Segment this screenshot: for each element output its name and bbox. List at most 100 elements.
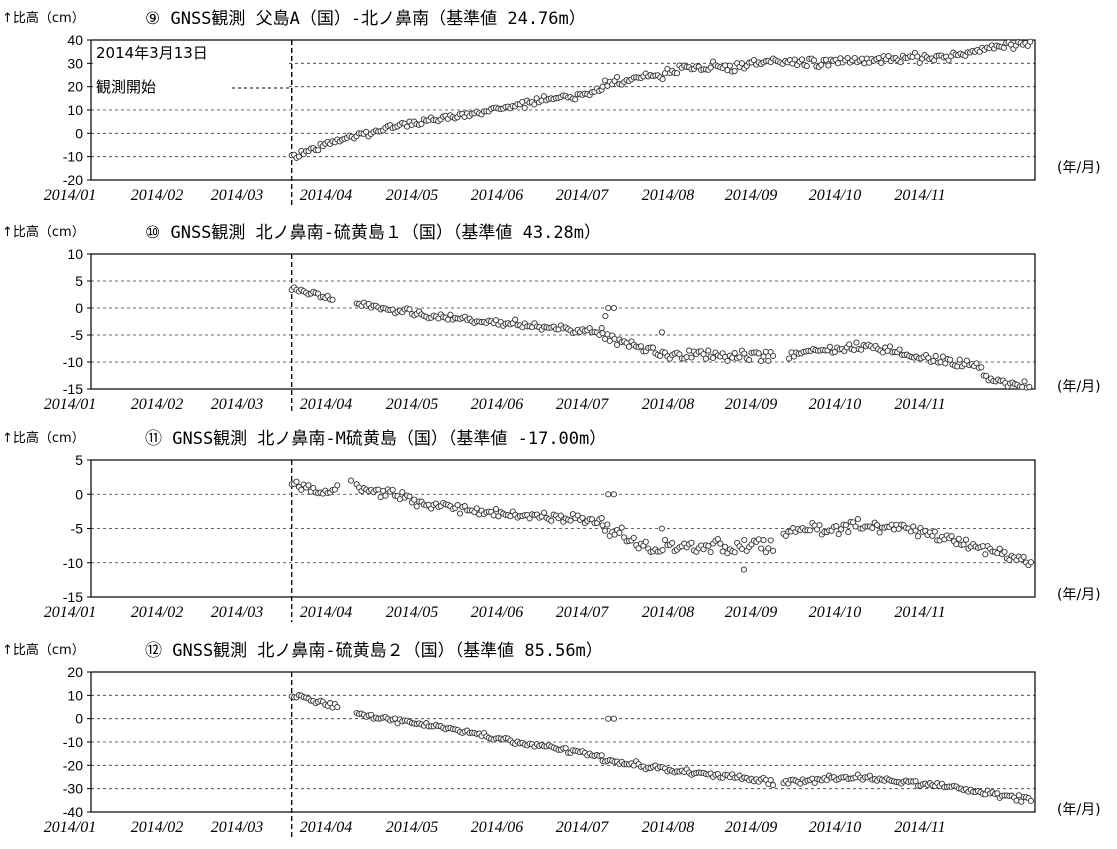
data-point	[334, 704, 341, 711]
data-point	[295, 153, 302, 160]
data-point	[531, 101, 538, 108]
data-point	[610, 715, 617, 722]
data-point	[413, 503, 420, 510]
data-point	[858, 346, 865, 353]
data-point	[854, 516, 861, 523]
y-tick-label: 5	[75, 452, 83, 468]
data-point	[1018, 798, 1025, 805]
data-point	[731, 67, 738, 75]
data-point	[669, 539, 676, 546]
x-tick-label: 2014/01	[44, 819, 96, 836]
data-point	[710, 354, 717, 362]
data-point	[850, 346, 858, 354]
x-tick-label: 2014/09	[725, 819, 777, 836]
chart-panel-3: ↑比高（cm） ⑪ GNSS観測 北ノ鼻南-M硫黄島（国）（基準値 -17.00m…	[2, 429, 1101, 622]
x-tick-label: 2014/06	[471, 396, 523, 413]
data-point	[315, 147, 322, 154]
y-tick-label: -5	[71, 521, 84, 537]
data-series	[288, 477, 1034, 573]
data-point	[932, 353, 939, 360]
data-point	[610, 304, 617, 312]
x-tick-label: 2014/02	[131, 604, 183, 621]
data-point	[816, 522, 823, 529]
y-tick-label: -15	[63, 381, 83, 397]
data-point	[962, 536, 970, 543]
chart-title: ⑫ GNSS観測 北ノ鼻南-硫黄島２（国）（基準値 85.56m）	[145, 641, 603, 661]
y-tick-label: -10	[63, 149, 83, 165]
data-point	[707, 64, 714, 71]
x-tick-label: 2014/06	[471, 604, 523, 621]
data-point	[731, 549, 738, 556]
data-point	[770, 547, 777, 554]
data-point	[755, 350, 762, 357]
data-point	[878, 59, 885, 66]
y-tick-label: 20	[67, 79, 83, 95]
data-point	[767, 537, 774, 544]
data-point	[717, 540, 724, 547]
data-series	[288, 38, 1034, 161]
data-point	[599, 83, 606, 90]
chart-title: ⑨ GNSS観測 父島A（国）-北ノ鼻南（基準値 24.76m）	[145, 9, 586, 29]
chart-panel-1: ↑比高（cm） ⑨ GNSS観測 父島A（国）-北ノ鼻南（基準値 24.76m） 4…	[2, 9, 1101, 205]
x-tick-label: 2014/04	[300, 604, 352, 621]
data-point	[602, 313, 609, 320]
data-point	[562, 745, 569, 752]
x-axis-unit: (年/月)	[1057, 379, 1101, 395]
data-point	[492, 506, 500, 513]
data-point	[598, 325, 605, 332]
data-point	[845, 529, 852, 536]
x-tick-label: 2014/08	[642, 187, 694, 204]
y-tick-label: 10	[67, 246, 83, 262]
y-tick-label: 10	[67, 102, 83, 118]
data-point	[741, 350, 748, 357]
data-point	[389, 486, 396, 493]
x-tick-label: 2014/11	[894, 187, 945, 204]
data-point	[1026, 383, 1033, 390]
data-point	[810, 57, 818, 64]
y-tick-label: -5	[71, 327, 84, 343]
data-point	[914, 533, 922, 540]
data-point	[876, 529, 883, 536]
x-tick-label: 2014/06	[471, 819, 523, 836]
data-point	[705, 347, 712, 354]
data-point	[521, 104, 528, 111]
y-tick-label: -10	[63, 555, 83, 571]
x-tick-label: 2014/08	[642, 604, 694, 621]
data-point	[406, 493, 413, 500]
data-point	[637, 343, 645, 350]
data-point	[726, 62, 733, 69]
x-tick-label: 2014/05	[386, 604, 438, 621]
data-point	[948, 533, 955, 540]
data-point	[765, 545, 772, 552]
data-point	[746, 356, 753, 363]
y-tick-label: 40	[67, 32, 83, 48]
x-tick-label: 2014/03	[211, 819, 263, 836]
data-point	[688, 354, 695, 361]
x-tick-label: 2014/05	[386, 187, 438, 204]
x-tick-label: 2014/10	[809, 819, 861, 836]
data-point	[305, 482, 312, 489]
data-point	[953, 541, 960, 548]
y-axis-label: ↑比高（cm）	[2, 642, 85, 658]
x-tick-label: 2014/10	[809, 187, 861, 204]
data-point	[605, 715, 612, 722]
x-tick-label: 2014/10	[809, 604, 861, 621]
y-tick-label: 0	[75, 300, 83, 316]
x-tick-label: 2014/10	[809, 396, 861, 413]
data-point	[363, 128, 370, 135]
annotation-label: 観測開始	[96, 78, 156, 96]
y-tick-label: -30	[63, 781, 83, 797]
data-point	[896, 346, 903, 353]
data-point	[557, 512, 564, 519]
annotation-background	[93, 42, 288, 98]
data-point	[912, 527, 919, 534]
x-tick-label: 2014/01	[44, 604, 96, 621]
x-tick-label: 2014/11	[894, 396, 945, 413]
data-point	[334, 482, 341, 489]
data-point	[347, 477, 355, 484]
data-point	[406, 306, 413, 313]
data-point	[329, 296, 336, 303]
data-point	[613, 73, 621, 81]
data-point	[722, 543, 729, 550]
y-tick-label: 20	[67, 664, 83, 680]
